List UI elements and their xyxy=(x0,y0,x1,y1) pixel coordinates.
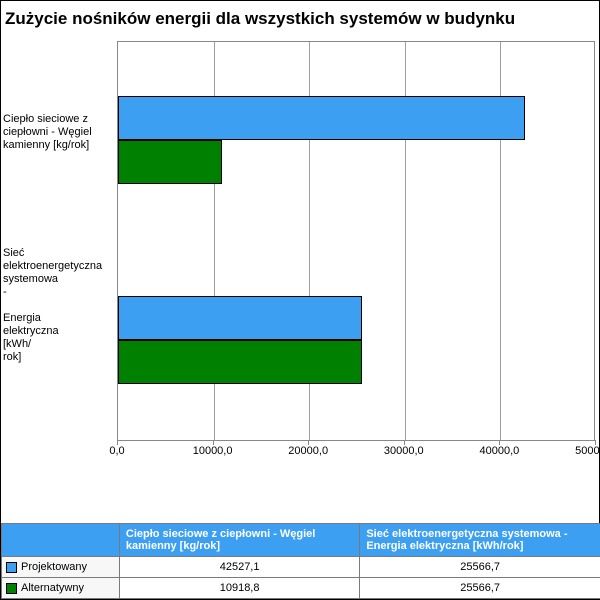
bar-cat1-projektowany xyxy=(118,296,362,340)
bar-cat0-projektowany xyxy=(118,96,525,140)
row-head-projektowany: Projektowany xyxy=(2,557,120,578)
chart-container: Zużycie nośników energii dla wszystkich … xyxy=(0,0,600,600)
x-tick: 10000,0 xyxy=(193,445,233,457)
table-cell: 25566,7 xyxy=(360,557,600,578)
x-tick: 20000,0 xyxy=(288,445,328,457)
table-row: Alternatywny 10918,8 25566,7 xyxy=(2,578,600,599)
bar-cat1-alternatywny xyxy=(118,340,362,384)
y-label-0: Ciepło sieciowe z ciepłowni - Węgiel kam… xyxy=(3,113,113,152)
x-axis-ticks: 0,0 10000,0 20000,0 30000,0 40000,0 5000… xyxy=(117,441,595,461)
data-table: Ciepło sieciowe z ciepłowni - Węgiel kam… xyxy=(1,523,600,599)
y-label-1: Sieć elektroenergetyczna systemowa - Ene… xyxy=(3,247,113,364)
bar-cat0-alternatywny xyxy=(118,140,222,184)
table-col-header-0: Ciepło sieciowe z ciepłowni - Węgiel kam… xyxy=(119,524,359,557)
chart-title: Zużycie nośników energii dla wszystkich … xyxy=(1,1,599,35)
legend-square-blue xyxy=(6,562,17,573)
legend-square-green xyxy=(6,583,17,594)
table-cell: 10918,8 xyxy=(119,578,359,599)
row-head-alternatywny: Alternatywny xyxy=(2,578,120,599)
table-col-header-1: Sieć elektroenergetyczna systemowa - Ene… xyxy=(360,524,600,557)
table-row: Projektowany 42527,1 25566,7 xyxy=(2,557,600,578)
table-cell: 25566,7 xyxy=(360,578,600,599)
chart-area: Ciepło sieciowe z ciepłowni - Węgiel kam… xyxy=(1,37,600,473)
x-tick: 40000,0 xyxy=(480,445,520,457)
x-tick: 50000,0 xyxy=(575,445,600,457)
plot-region xyxy=(117,41,595,441)
x-tick: 0,0 xyxy=(109,445,124,457)
table-cell: 42527,1 xyxy=(119,557,359,578)
table-corner xyxy=(2,524,120,557)
x-tick: 30000,0 xyxy=(384,445,424,457)
